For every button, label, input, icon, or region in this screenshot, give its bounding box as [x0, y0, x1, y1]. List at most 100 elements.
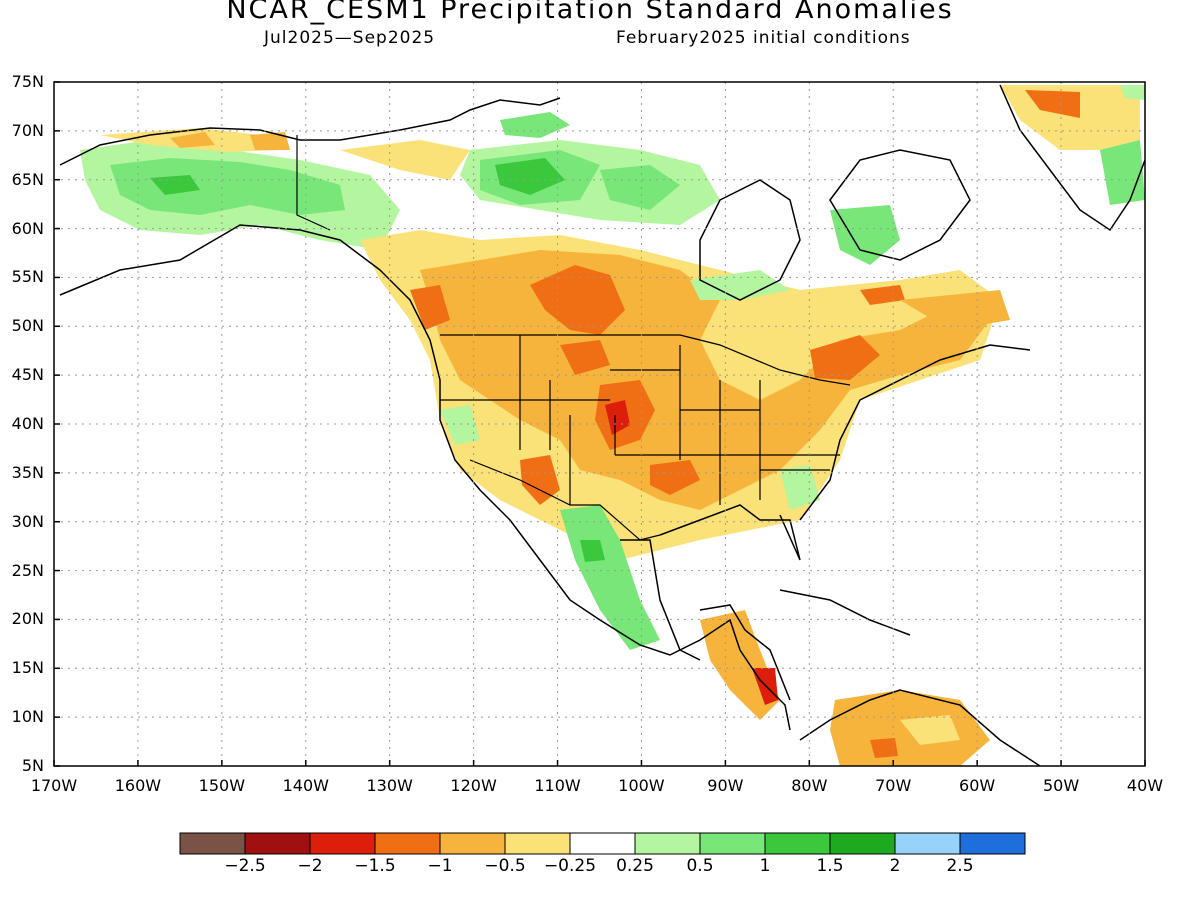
- anomaly-region: [1100, 140, 1145, 205]
- coastline: [659, 504, 801, 561]
- anomaly-region: [900, 715, 960, 745]
- anomaly-region: [700, 610, 780, 720]
- anomaly-region: [500, 112, 570, 138]
- colorbar-swatch: [504, 832, 571, 855]
- latitude-label: 25N: [11, 560, 44, 580]
- latitude-label: 30N: [11, 511, 44, 531]
- colorbar-label: −1.5: [354, 856, 396, 876]
- graticule: [54, 82, 1145, 766]
- longitude-label: 170W: [30, 776, 78, 795]
- colorbar-label: 0.5: [686, 856, 714, 876]
- anomaly-region: [530, 265, 625, 335]
- latitude-label: 40N: [11, 414, 44, 433]
- anomaly-region: [650, 460, 700, 495]
- colorbar-swatch: [374, 832, 441, 855]
- colorbar-swatch: [569, 832, 636, 855]
- latitude-label: 10N: [11, 707, 44, 727]
- border-us-mexico: [469, 459, 661, 541]
- anomaly-region: [810, 335, 880, 380]
- anomaly-region: [250, 132, 290, 150]
- anomaly-region: [495, 158, 565, 195]
- latitude-label: 15N: [11, 658, 44, 678]
- political-borders: [296, 135, 851, 541]
- map-title: NCAR_CESM1 Precipitation Standard Anomal…: [226, 0, 954, 25]
- anomaly-region: [600, 165, 680, 210]
- latitude-label: 50N: [11, 316, 44, 336]
- latitude-label: 65N: [11, 169, 44, 189]
- colorbar-label: −0.5: [484, 856, 526, 876]
- anomaly-region: [605, 400, 630, 435]
- border-alaska: [296, 135, 331, 231]
- coastline: [999, 84, 1145, 232]
- latitude-label: 60N: [11, 218, 44, 238]
- initial-conditions: February2025 initial conditions: [616, 28, 911, 48]
- colorbar-swatch: [959, 832, 1026, 855]
- anomaly-region: [170, 132, 215, 148]
- coastline: [59, 224, 791, 731]
- coastline: [699, 179, 801, 301]
- anomaly-region: [830, 205, 900, 265]
- longitude-label: 140W: [282, 776, 329, 795]
- anomaly-region: [900, 290, 1010, 330]
- coastline: [779, 589, 911, 636]
- longitude-label: 160W: [114, 776, 162, 795]
- colorbar-label: −2.5: [224, 856, 266, 876]
- longitude-label: 110W: [534, 776, 581, 795]
- coastline: [829, 149, 971, 261]
- colorbar-label: −0.25: [543, 856, 597, 876]
- colorbar-label: −1: [427, 856, 453, 876]
- anomaly-region: [860, 285, 905, 305]
- longitude-label: 70W: [875, 776, 912, 795]
- colorbar-swatch: [764, 832, 831, 855]
- anomaly-region: [560, 340, 610, 375]
- colorbar-swatch: [894, 832, 961, 855]
- colorbar-swatch: [244, 832, 311, 855]
- colorbar-swatch: [309, 832, 376, 855]
- colorbar-swatch: [179, 832, 246, 855]
- longitude-label: 150W: [198, 776, 246, 795]
- anomaly-region: [1025, 90, 1080, 118]
- coastline: [699, 604, 791, 701]
- longitude-label: 130W: [366, 776, 413, 795]
- anomaly-region: [340, 140, 470, 180]
- anomaly-region: [110, 158, 345, 215]
- state-borders: [440, 335, 840, 505]
- anomaly-region: [1120, 85, 1145, 100]
- colorbar-swatch: [829, 832, 896, 855]
- longitude-label: 60W: [959, 776, 996, 795]
- latitude-label: 70N: [11, 120, 44, 140]
- latitude-label: 45N: [11, 365, 44, 385]
- colorbar-swatch: [634, 832, 701, 855]
- anomaly-region: [410, 285, 450, 330]
- latitude-label: 55N: [11, 267, 44, 287]
- border-us-canada: [440, 334, 851, 386]
- coastline: [59, 97, 561, 166]
- colorbar-swatch: [699, 832, 766, 855]
- anomaly-region: [870, 738, 898, 758]
- coastline: [799, 689, 1041, 766]
- longitude-label: 50W: [1042, 776, 1080, 795]
- anomaly-region: [780, 465, 820, 510]
- colorbar-swatch: [439, 832, 506, 855]
- longitude-label: 120W: [450, 776, 497, 795]
- anomaly-region: [520, 455, 560, 505]
- latitude-label: 35N: [11, 462, 44, 482]
- forecast-period: Jul2025—Sep2025: [264, 28, 436, 48]
- colorbar-label: 0.25: [616, 856, 654, 876]
- longitude-label: 80W: [791, 776, 828, 795]
- colorbar-label: −2: [297, 856, 323, 876]
- colorbar: [179, 832, 1026, 855]
- colorbar-label: 1: [759, 856, 771, 876]
- colorbar-label: 1.5: [816, 856, 844, 876]
- axis-ticks: [53, 81, 1146, 767]
- colorbar-label: 2.5: [946, 856, 974, 876]
- latitude-label: 5N: [21, 756, 44, 775]
- latitude-label: 75N: [11, 72, 44, 91]
- longitude-label: 100W: [618, 776, 665, 795]
- longitude-label: 90W: [707, 776, 744, 795]
- longitude-label: 40W: [1126, 776, 1164, 795]
- anomaly-region: [440, 405, 480, 445]
- anomaly-region: [580, 540, 605, 562]
- colorbar-label: 2: [889, 856, 901, 876]
